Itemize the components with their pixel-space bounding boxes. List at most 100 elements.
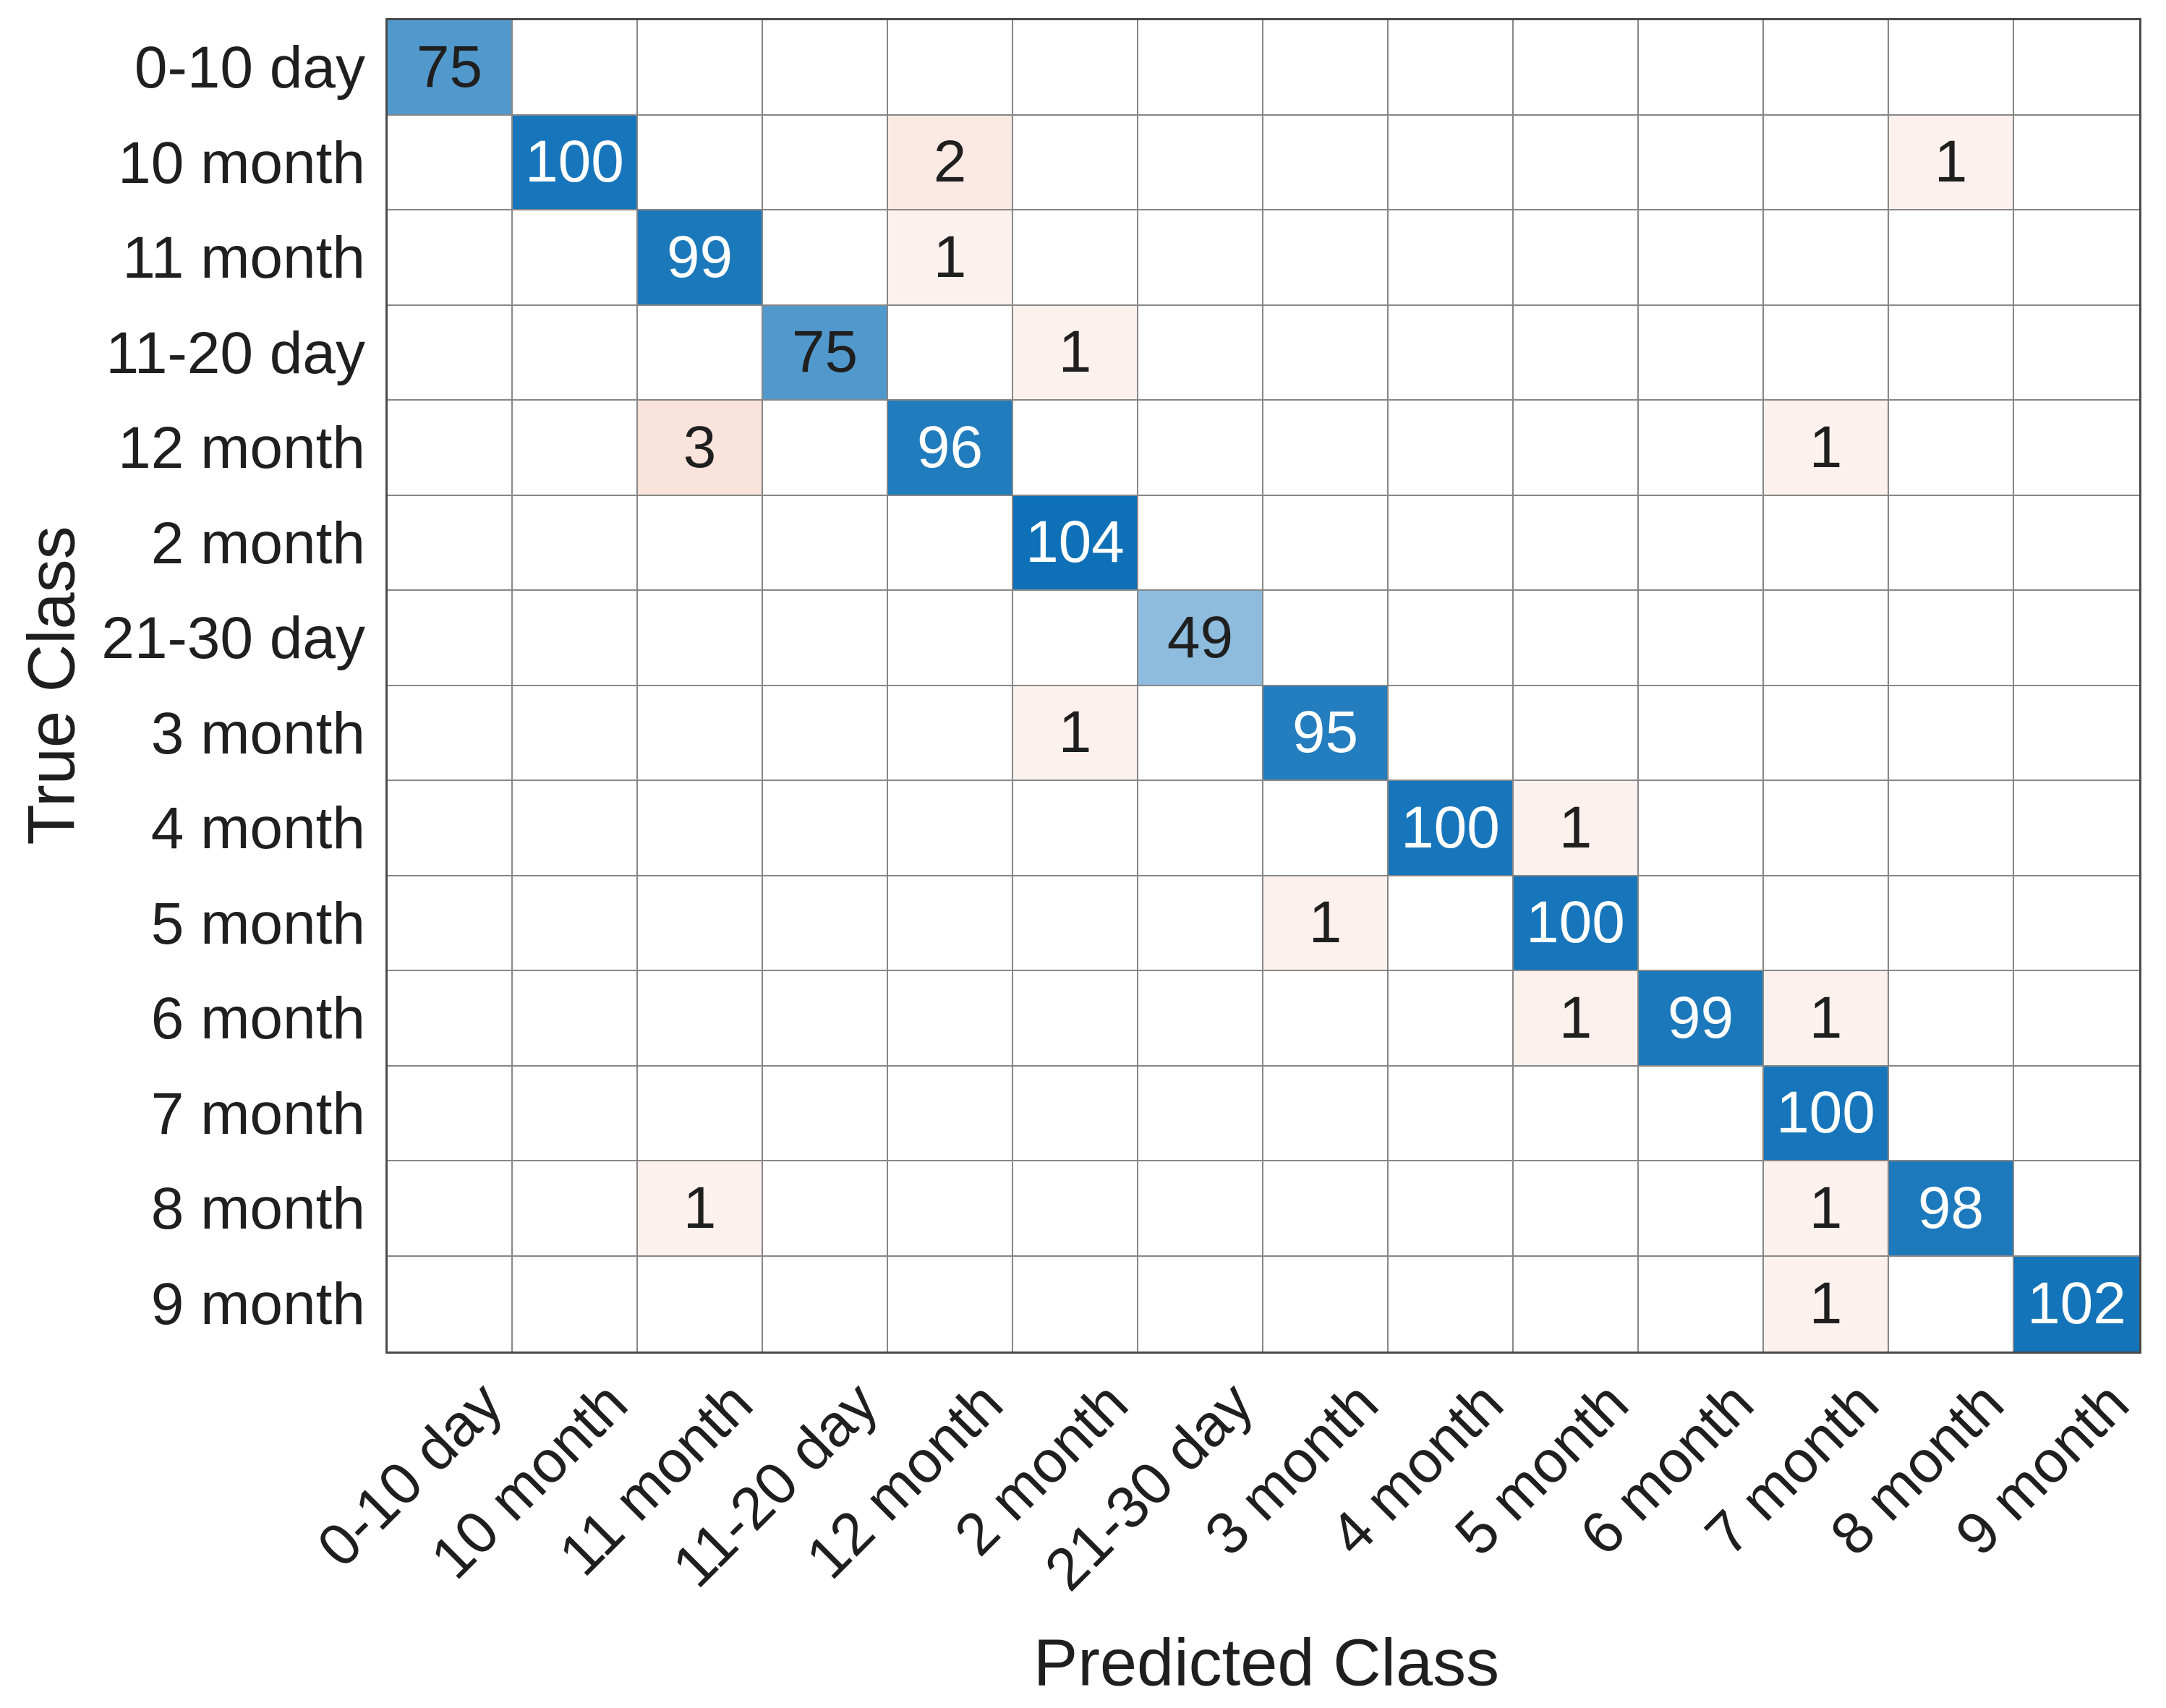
matrix-cell: 98 [1889,1161,2014,1257]
matrix-cell: 1 [1764,1161,1889,1257]
y-tick-label: 2 month [150,510,365,576]
matrix-cell [1889,305,2014,401]
matrix-cell [388,1161,513,1257]
matrix-cell [2014,591,2139,686]
matrix-cell: 75 [763,305,888,401]
matrix-cell [1263,495,1389,591]
matrix-cell [1263,781,1389,876]
matrix-cell [888,971,1013,1067]
matrix-cell [1013,1161,1138,1257]
confusion-matrix-grid: 75 100 2 1 99 1 75 1 3 96 1 104 49 1 95 100 1 1 100 1 99 1 100… [385,18,2141,1354]
matrix-cell [1138,781,1263,876]
matrix-cell [1514,495,1639,591]
matrix-cell [1889,591,2014,686]
matrix-cell [1138,401,1263,496]
matrix-cell: 1 [1764,1256,1889,1352]
matrix-cell [1138,1161,1263,1257]
matrix-cell [1889,20,2014,116]
matrix-cell [888,1161,1013,1257]
matrix-cell: 1 [1514,781,1639,876]
matrix-cell [2014,116,2139,210]
matrix-cell [1764,20,1889,116]
matrix-cell [513,401,638,496]
matrix-cell [763,686,888,781]
matrix-cell [1389,401,1514,496]
matrix-cell [1013,401,1138,496]
y-tick-label: 5 month [150,890,365,957]
matrix-cell [763,495,888,591]
matrix-cell [1013,591,1138,686]
matrix-cell [638,305,763,401]
matrix-cell [638,591,763,686]
matrix-cell: 1 [888,210,1013,306]
matrix-cell [1138,971,1263,1067]
matrix-cell [1013,781,1138,876]
matrix-cell [763,210,888,306]
y-tick-label: 3 month [150,700,365,767]
matrix-cell [1639,1256,1764,1352]
matrix-cell [1389,686,1514,781]
matrix-cell [2014,876,2139,971]
matrix-cell [1639,1066,1764,1161]
matrix-cell [1263,210,1389,306]
matrix-cell: 104 [1013,495,1138,591]
matrix-cell [1889,401,2014,496]
matrix-cell: 100 [1764,1066,1889,1161]
matrix-cell [1389,115,1514,210]
matrix-cell [1764,781,1889,876]
matrix-cell [763,1256,888,1352]
matrix-cell [2014,1161,2139,1257]
y-tick-label: 9 month [150,1271,365,1337]
matrix-cell [763,115,888,210]
matrix-cell [888,305,1013,401]
matrix-cell [388,876,513,971]
matrix-cell [1514,20,1639,116]
matrix-cell [1389,1066,1514,1161]
matrix-cell [513,210,638,306]
matrix-cell [513,686,638,781]
matrix-cell [638,781,763,876]
matrix-cell [388,115,513,210]
matrix-cell [2014,781,2139,876]
matrix-cell [1389,210,1514,306]
matrix-cell [888,1256,1013,1352]
matrix-cell [1013,1256,1138,1352]
matrix-cell: 96 [888,401,1013,496]
matrix-cell [513,1256,638,1352]
matrix-cell [888,1066,1013,1161]
matrix-cell: 99 [638,210,763,306]
matrix-cell [1639,210,1764,306]
matrix-cell: 1 [1263,876,1389,971]
matrix-cell: 100 [1389,781,1514,876]
y-tick-label: 11 month [122,225,365,291]
matrix-cell: 100 [513,115,638,210]
matrix-cell [638,115,763,210]
matrix-cell [1639,1161,1764,1257]
matrix-cell [763,401,888,496]
matrix-cell [1138,305,1263,401]
matrix-cell [1764,591,1889,686]
y-tick-label: 6 month [150,986,365,1051]
matrix-cell [1263,971,1389,1067]
matrix-cell [1639,686,1764,781]
matrix-cell [763,876,888,971]
matrix-cell: 3 [638,401,763,496]
matrix-cell [1138,210,1263,306]
matrix-cell [513,591,638,686]
matrix-cell: 1 [638,1161,763,1257]
matrix-cell: 2 [888,115,1013,210]
matrix-cell [1889,210,2014,306]
matrix-cell [388,495,513,591]
matrix-cell [1138,1256,1263,1352]
matrix-cell [1889,876,2014,971]
matrix-cell [2014,401,2139,496]
matrix-cell [1138,20,1263,116]
matrix-cell [763,781,888,876]
matrix-cell [513,971,638,1067]
matrix-cell [513,20,638,116]
matrix-cell [1263,20,1389,116]
matrix-cell [1889,495,2014,591]
matrix-cell [888,686,1013,781]
y-tick-label: 21-30 day [101,605,365,671]
matrix-cell [1639,115,1764,210]
